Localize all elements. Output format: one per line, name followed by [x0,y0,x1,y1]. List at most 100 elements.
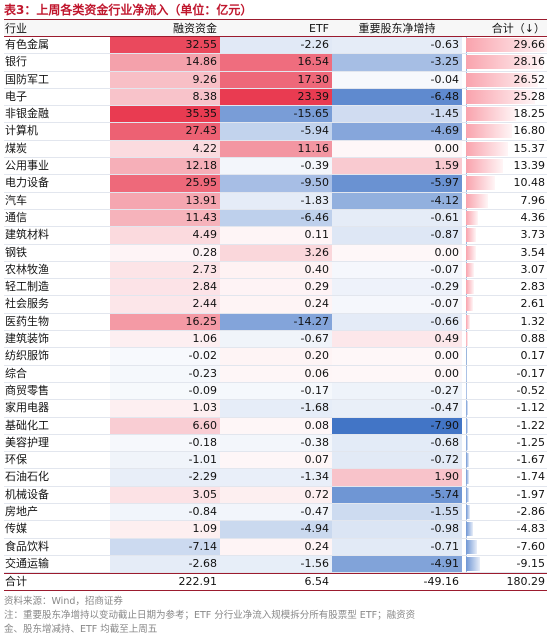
margin-financing-cell: -2.68 [110,556,220,572]
total-cell: 2.83 [462,279,547,295]
margin-financing-cell: 16.25 [110,314,220,330]
etf-cell: -14.27 [220,314,332,330]
margin-financing-cell: 4.49 [110,227,220,243]
cell-value: 0.00 [435,246,460,259]
margin-financing-cell: 12.18 [110,158,220,174]
cell-value: -6.48 [431,90,459,103]
table-total-row: 合计 222.91 6.54 -49.16 180.29 [4,573,547,591]
cell-value: 4.36 [521,211,546,224]
cell-value: -15.65 [294,107,329,120]
positive-data-bar [466,315,470,329]
positive-data-bar [466,194,488,208]
cell-value: -7.14 [189,540,217,553]
positive-data-bar [466,297,473,311]
cell-value: -0.87 [431,228,459,241]
cell-value: 2.44 [193,297,218,310]
cell-value: 16.80 [514,124,546,137]
cell-value: -1.01 [189,453,217,466]
cell-value: 0.40 [305,263,330,276]
etf-cell: 0.24 [220,539,332,555]
industry-name: 传媒 [4,521,110,537]
table-row: 房地产-0.84-0.47-1.55-2.86 [4,504,547,521]
industry-name: 食品饮料 [4,539,110,555]
etf-cell: -4.94 [220,521,332,537]
shareholder-cell: -1.45 [332,106,462,122]
etf-cell: 0.06 [220,366,332,382]
cell-value: -1.67 [517,453,545,466]
header-total-sort-desc[interactable]: 合计（↓） [462,20,547,36]
cell-value: 25.95 [186,176,218,189]
industry-name: 汽车 [4,193,110,209]
etf-cell: -0.67 [220,331,332,347]
industry-name: 环保 [4,452,110,468]
industry-name: 煤炭 [4,141,110,157]
margin-financing-cell: 1.09 [110,521,220,537]
cell-value: -0.07 [431,263,459,276]
margin-financing-cell: 11.43 [110,210,220,226]
cell-value: 2.83 [521,280,546,293]
shareholder-cell: -0.47 [332,400,462,416]
etf-cell: 0.72 [220,487,332,503]
cell-value: -1.25 [517,436,545,449]
cell-value: 32.55 [186,38,218,51]
margin-financing-cell: 2.73 [110,262,220,278]
margin-financing-cell: -0.09 [110,383,220,399]
cell-value: -5.74 [431,488,459,501]
cell-value: -2.26 [301,38,329,51]
industry-name: 交通运输 [4,556,110,572]
industry-name: 建筑材料 [4,227,110,243]
shareholder-cell: -4.69 [332,123,462,139]
cell-value: 10.48 [514,176,546,189]
cell-value: 0.88 [521,332,546,345]
shareholder-cell: -6.48 [332,89,462,105]
shareholder-cell: -0.07 [332,262,462,278]
cell-value: -0.63 [431,38,459,51]
table-row: 美容护理-0.18-0.38-0.68-1.25 [4,435,547,452]
header-etf: ETF [220,20,332,36]
industry-name: 综合 [4,366,110,382]
industry-name: 计算机 [4,123,110,139]
cell-value: -9.15 [517,557,545,570]
total-cell: 1.32 [462,314,547,330]
cell-value: -3.25 [431,55,459,68]
cell-value: 1.59 [435,159,460,172]
industry-name: 房地产 [4,504,110,520]
cell-value: -7.60 [517,540,545,553]
margin-financing-cell: 9.26 [110,72,220,88]
cell-value: 2.61 [521,297,546,310]
cell-value: 7.96 [521,194,546,207]
industry-name: 农林牧渔 [4,262,110,278]
footnote-line-2: 金、股东增减持、ETF 均截至上周五 [4,623,549,637]
positive-data-bar [466,280,474,294]
shareholder-cell: -0.68 [332,435,462,451]
cell-value: -0.67 [301,332,329,345]
cell-value: 0.00 [435,349,460,362]
shareholder-cell: -0.66 [332,314,462,330]
margin-financing-cell: 32.55 [110,37,220,53]
total-cell: -9.15 [462,556,547,572]
cell-value: -14.27 [294,315,329,328]
cell-value: 3.54 [521,246,546,259]
etf-cell: -0.47 [220,504,332,520]
industry-name: 社会服务 [4,296,110,312]
cell-value: 0.00 [435,142,460,155]
total-margin-financing: 222.91 [110,574,220,590]
etf-cell: 0.11 [220,227,332,243]
margin-financing-cell: -2.29 [110,469,220,485]
cell-value: -0.98 [431,522,459,535]
shareholder-cell: -4.12 [332,193,462,209]
total-label: 合计 [4,574,110,590]
etf-cell: -1.34 [220,469,332,485]
etf-cell: 11.16 [220,141,332,157]
